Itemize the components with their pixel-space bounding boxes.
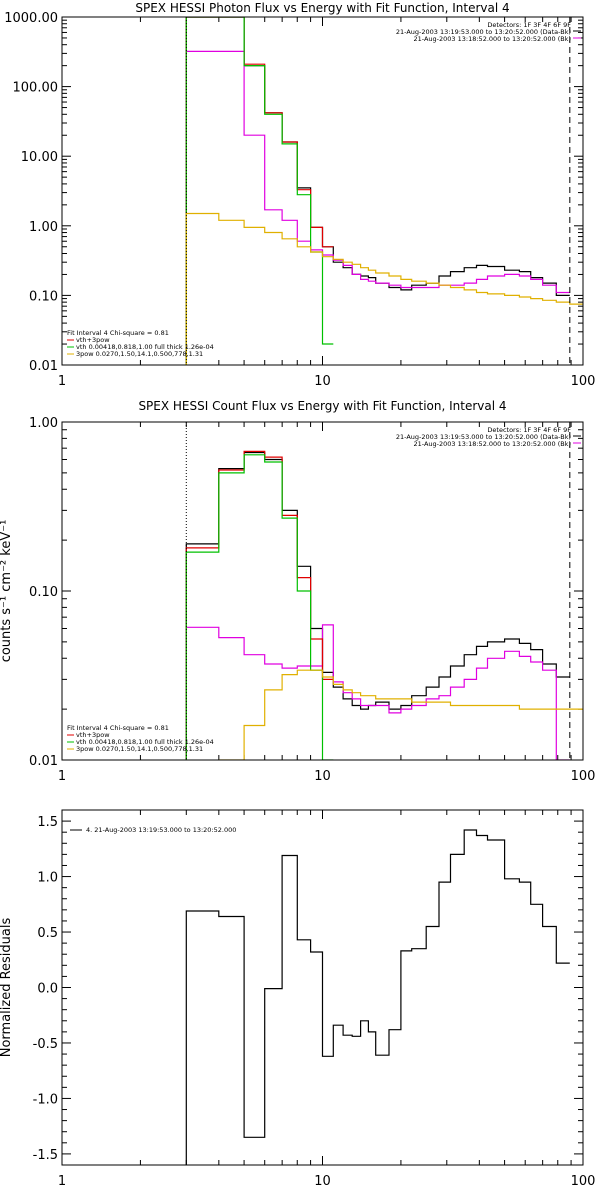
info-right-line: Detectors: 1F 3F 4F 6F 9F bbox=[487, 21, 571, 29]
y-tick-label: -1.0 bbox=[33, 1092, 58, 1107]
y-axis-label: Normalized Residuals bbox=[0, 918, 14, 1058]
series-data-bk bbox=[185, 451, 570, 760]
y-tick-label: 1.0 bbox=[37, 871, 58, 886]
info-left-line: vth 0.00418,0.818,1.00 full thick 1.26e-… bbox=[76, 738, 214, 746]
series-bk bbox=[185, 50, 570, 365]
x-tick-label: 100 bbox=[571, 374, 596, 385]
plot-frame bbox=[61, 809, 584, 1166]
series-vth bbox=[185, 454, 334, 760]
y-tick-label: -0.5 bbox=[33, 1037, 58, 1052]
y-tick-label: 0.10 bbox=[29, 289, 58, 304]
x-tick-label: 1 bbox=[58, 1174, 66, 1189]
x-tick-label: 10 bbox=[314, 1174, 331, 1189]
info-left-line: 3pow 0.0270,1.50,14.1,0.500,778,1.31 bbox=[76, 350, 203, 358]
info-left-line: 3pow 0.0270,1.50,14.1,0.500,778,1.31 bbox=[76, 745, 203, 753]
legend-label: 4. 21-Aug-2003 13:19:53.000 to 13:20:52.… bbox=[86, 826, 236, 834]
x-tick-label: 10 bbox=[314, 769, 331, 784]
residuals-chart: Normalized Residuals 1 10 100 -1.5 -1.0 -0.5 0.… bbox=[0, 809, 596, 1189]
y-tick-label: 0.0 bbox=[37, 982, 58, 997]
x-tick-label: 100 bbox=[571, 1174, 596, 1189]
series-fit bbox=[185, 17, 334, 365]
series-3pow bbox=[185, 212, 583, 365]
series-vth bbox=[185, 17, 334, 365]
plot-frame bbox=[61, 421, 584, 761]
x-tick-label: 1 bbox=[58, 769, 66, 784]
series-fit bbox=[185, 450, 334, 760]
info-left-line: vth+3pow bbox=[76, 731, 110, 739]
y-tick-label: 1.00 bbox=[29, 416, 58, 431]
y-tick-label: 1.00 bbox=[29, 220, 58, 235]
info-right-line: 21-Aug-2003 13:19:53.000 to 13:20:52.000… bbox=[396, 433, 571, 441]
y-tick-label: 0.01 bbox=[29, 754, 58, 769]
series-bk bbox=[185, 624, 570, 760]
info-left-line: vth 0.00418,0.818,1.00 full thick 1.26e-… bbox=[76, 343, 214, 351]
photon-flux-chart: SPEX HESSI Photon Flux vs Energy with Fi… bbox=[4, 1, 596, 385]
info-left-line: vth+3pow bbox=[76, 336, 110, 344]
plot-frame bbox=[61, 16, 584, 366]
y-axis-label: counts s⁻¹ cm⁻² keV⁻¹ bbox=[0, 520, 14, 663]
x-tick-label: 10 bbox=[314, 374, 331, 385]
y-tick-label: 0.01 bbox=[29, 359, 58, 374]
info-right-line: 21-Aug-2003 13:19:53.000 to 13:20:52.000… bbox=[396, 28, 571, 36]
series-3pow bbox=[218, 669, 583, 760]
y-tick-label: 1.5 bbox=[37, 815, 58, 830]
y-tick-label: 0.5 bbox=[37, 926, 58, 941]
info-right-line: Detectors: 1F 3F 4F 6F 9F bbox=[487, 426, 571, 434]
x-tick-label: 1 bbox=[58, 374, 66, 385]
y-tick-label: -1.5 bbox=[33, 1148, 58, 1163]
count-flux-chart: SPEX HESSI Count Flux vs Energy with Fit… bbox=[0, 399, 596, 784]
y-tick-label: 0.10 bbox=[29, 585, 58, 600]
chart-title: SPEX HESSI Count Flux vs Energy with Fit… bbox=[138, 399, 506, 413]
chart-title: SPEX HESSI Photon Flux vs Energy with Fi… bbox=[135, 1, 509, 15]
x-tick-label: 100 bbox=[571, 769, 596, 784]
info-left-line: Fit Interval 4 Chi-square = 0.81 bbox=[67, 329, 169, 337]
info-right-line: 21-Aug-2003 13:18:52.000 to 13:20:52.000… bbox=[414, 440, 571, 448]
info-right-line: 21-Aug-2003 13:18:52.000 to 13:20:52.000… bbox=[414, 35, 571, 43]
series-4-21-aug-2003-13-19- bbox=[185, 829, 570, 1165]
info-left-line: Fit Interval 4 Chi-square = 0.81 bbox=[67, 724, 169, 732]
y-tick-label: 10.00 bbox=[21, 150, 58, 165]
y-tick-label: 100.00 bbox=[13, 81, 59, 96]
y-tick-label: 1000.00 bbox=[4, 11, 58, 26]
